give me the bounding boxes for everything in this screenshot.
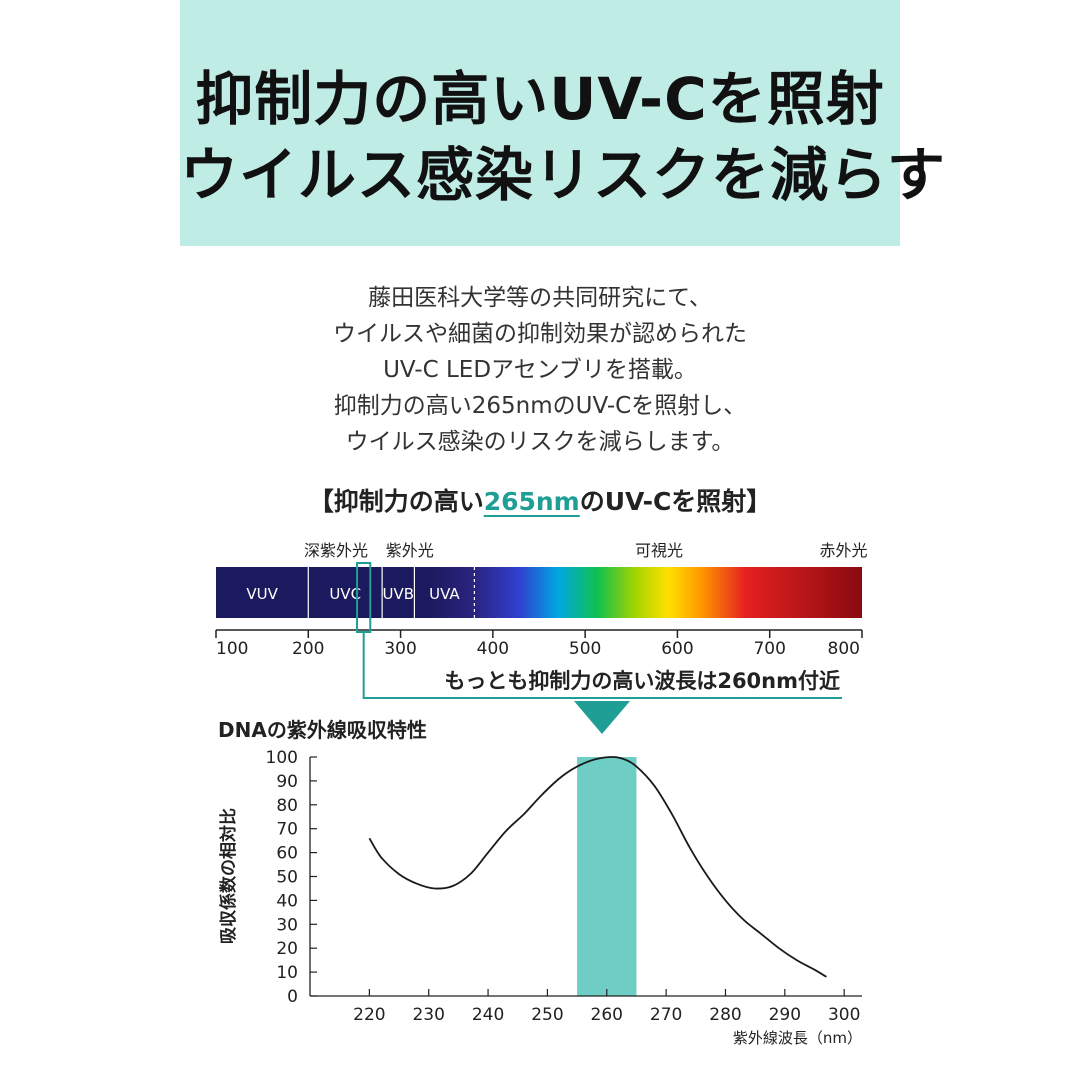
y-tick-label: 30	[276, 915, 298, 935]
description-line: ウイルス感染のリスクを減らします。	[345, 429, 735, 455]
spectrum-segment-label: UVA	[429, 585, 460, 603]
spectrum-segment-label: VUV	[246, 585, 278, 603]
description-line: UV-C LEDアセンブリを搭載。	[383, 357, 697, 383]
y-tick-label: 90	[276, 772, 298, 792]
spectrum-tick-label: 200	[292, 639, 324, 659]
spectrum-tick-label: 100	[216, 639, 248, 659]
callout-text: もっとも抑制力の高い波長は260nm付近	[444, 669, 840, 693]
callout-arrow	[574, 701, 630, 734]
spectrum-segment-label: UVC	[329, 585, 361, 603]
spectrum-segment-label: UVB	[382, 585, 414, 603]
description-line: 抑制力の高い265nmのUV-Cを照射し、	[333, 393, 747, 419]
x-tick-label: 220	[353, 1005, 385, 1025]
spectrum-tick-label: 600	[661, 639, 693, 659]
section-title-prefix: 【抑制力の高い	[308, 487, 484, 516]
spectrum-tick-label: 700	[753, 639, 785, 659]
hero-title-line-2: ウイルス感染リスクを減らす	[180, 141, 946, 209]
x-tick-label: 280	[709, 1005, 741, 1025]
y-tick-label: 0	[287, 987, 298, 1007]
x-tick-label: 300	[828, 1005, 860, 1025]
description: 藤田医科大学等の共同研究にて、 ウイルスや細菌の抑制効果が認められた UV-C …	[180, 280, 900, 460]
spectrum-tick-label: 800	[828, 639, 860, 659]
section-title-suffix: のUV-Cを照射】	[579, 487, 772, 516]
x-tick-label: 230	[412, 1005, 444, 1025]
absorption-curve	[368, 756, 827, 978]
spectrum-bar	[216, 567, 862, 618]
description-line: ウイルスや細菌の抑制効果が認められた	[333, 321, 747, 347]
x-tick-label: 240	[472, 1005, 504, 1025]
hero-title-line-1: 抑制力の高いUV-Cを照射	[195, 65, 885, 133]
y-tick-label: 20	[276, 939, 298, 959]
y-tick-label: 80	[276, 796, 298, 816]
spectrum-tick-label: 400	[477, 639, 509, 659]
y-tick-label: 50	[276, 867, 298, 887]
hero-banner: 抑制力の高いUV-Cを照射 ウイルス感染リスクを減らす	[180, 0, 946, 246]
y-axis-label: 吸収係数の相対比	[218, 808, 239, 944]
spectrum-tick-label: 300	[384, 639, 416, 659]
x-axis-label: 紫外線波長（nm）	[733, 1029, 862, 1047]
highlight-band	[577, 757, 637, 996]
spectrum-tick-label: 500	[569, 639, 601, 659]
spectrum-region-label: 深紫外光	[304, 541, 368, 560]
section-title-highlight: 265nm	[483, 487, 580, 516]
spectrum-region-label: 赤外光	[820, 541, 868, 560]
spectrum-region-label: 紫外光	[386, 541, 434, 560]
y-tick-label: 60	[276, 844, 298, 864]
spectrum-region-label: 可視光	[635, 541, 683, 560]
x-tick-label: 270	[650, 1005, 682, 1025]
y-tick-label: 40	[276, 891, 298, 911]
callout-connector	[362, 632, 842, 699]
x-tick-label: 250	[531, 1005, 563, 1025]
description-line: 藤田医科大学等の共同研究にて、	[368, 285, 712, 311]
y-tick-label: 10	[276, 963, 298, 983]
chart-title: DNAの紫外線吸収特性	[218, 718, 427, 742]
x-tick-label: 260	[591, 1005, 623, 1025]
y-tick-label: 70	[276, 820, 298, 840]
section-title: 【抑制力の高い265nmのUV-Cを照射】	[180, 482, 900, 518]
x-tick-label: 290	[769, 1005, 801, 1025]
y-tick-label: 100	[266, 748, 298, 768]
